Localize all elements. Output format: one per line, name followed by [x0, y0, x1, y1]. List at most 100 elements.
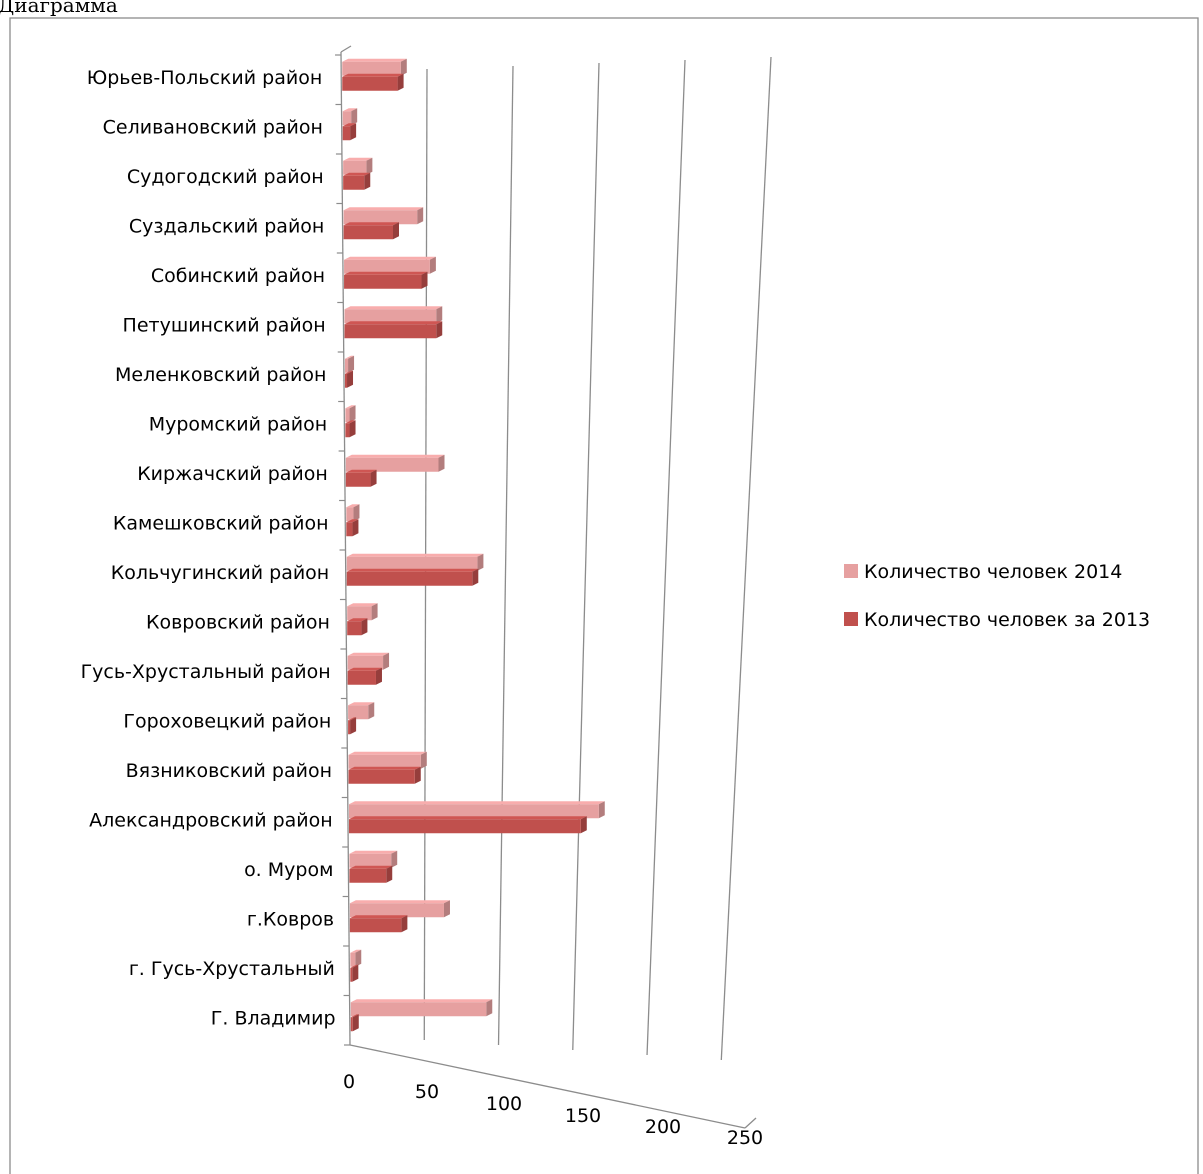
bar-top-1-12: [347, 667, 382, 671]
bar-top-1-4: [344, 271, 428, 275]
bar-top-1-16: [349, 865, 393, 869]
bar-end-1-7: [349, 420, 356, 438]
bar-2014-3: [343, 210, 418, 225]
bar-2014-9: [346, 507, 354, 522]
bar-top-1-6: [344, 370, 354, 374]
bar-top-0-13: [348, 702, 375, 706]
bar-end-1-3: [393, 222, 400, 240]
bar-top-0-12: [347, 652, 390, 656]
bar-end-1-8: [370, 469, 377, 487]
category-label: Селивановский район: [103, 116, 323, 138]
value-axis-line: [340, 51, 351, 1046]
bar-top-0-16: [349, 850, 398, 854]
category-label: Гусь-Хрустальный район: [81, 661, 331, 683]
bar-end-1-4: [421, 271, 428, 289]
bar-top-1-5: [344, 321, 443, 325]
bar-top-0-4: [344, 256, 436, 260]
bar-2013-6: [344, 373, 348, 388]
bar-2014-1: [342, 111, 352, 126]
bar-top-0-11: [347, 603, 378, 607]
tick-label-150: 150: [565, 1105, 601, 1127]
bar-top-0-10: [346, 553, 484, 557]
axis-depth-bottom: [744, 1117, 757, 1129]
category-label: г.Ковров: [247, 908, 334, 930]
bar-top-1-8: [345, 469, 377, 473]
bar-2014-4: [344, 259, 430, 274]
category-label: Гороховецкий район: [123, 710, 331, 732]
bar-end-1-6: [347, 370, 354, 388]
category-label: Юрьев-Польский район: [87, 67, 323, 89]
bar-top-0-8: [345, 454, 445, 458]
bar-end-0-1: [351, 108, 358, 126]
tick-label-250: 250: [727, 1127, 763, 1149]
bar-end-0-8: [438, 454, 445, 472]
bar-end-0-5: [436, 306, 443, 324]
bar-2013-17: [349, 918, 402, 933]
bar-2014-14: [348, 754, 421, 769]
bar-top-0-7: [345, 405, 356, 409]
bar-2013-16: [349, 868, 387, 883]
header-text: Диаграмма: [0, 0, 118, 17]
bar-2014-11: [347, 606, 372, 621]
bar-top-1-19: [350, 1014, 359, 1018]
bar-end-1-13: [350, 717, 357, 735]
category-label: Суздальский район: [129, 215, 325, 237]
tick-label-50: 50: [415, 1081, 439, 1103]
bar-top-0-19: [350, 999, 493, 1003]
category-label: Александровский район: [89, 809, 333, 831]
bars: [342, 58, 605, 1032]
bar-top-0-1: [342, 108, 358, 112]
category-label: Кольчугинский район: [111, 562, 329, 584]
bar-end-1-10: [472, 568, 479, 586]
bar-2014-16: [349, 853, 392, 868]
bar-top-1-17: [349, 915, 408, 919]
bar-top-0-2: [343, 157, 373, 161]
bar-2013-19: [350, 1017, 353, 1032]
bar-2013-8: [345, 472, 371, 487]
bar-end-0-6: [348, 355, 355, 373]
bar-end-0-2: [366, 157, 373, 175]
gridline-100: [497, 65, 514, 1046]
bar-end-1-17: [401, 915, 408, 933]
axes: [335, 45, 757, 1129]
legend-swatch-2013: [844, 612, 858, 626]
tick-labels: 0 50 100 150 200 250: [343, 1071, 763, 1149]
bar-top-1-14: [348, 766, 421, 770]
axis-depth-top: [340, 45, 352, 53]
tick-label-0: 0: [343, 1071, 355, 1093]
category-label: Судогодский район: [127, 166, 324, 188]
bar-2013-13: [348, 720, 351, 735]
category-label: Собинский район: [151, 265, 325, 287]
bar-2014-5: [344, 309, 437, 324]
bar-top-1-1: [342, 123, 357, 127]
bar-top-1-2: [343, 172, 371, 176]
bar-end-0-9: [353, 504, 360, 522]
bar-top-0-3: [343, 207, 424, 211]
bar-end-1-14: [414, 766, 421, 784]
category-label: Камешковский район: [113, 512, 329, 534]
bar-2014-8: [345, 457, 439, 472]
bar-2014-19: [350, 1002, 487, 1017]
legend-swatch-2014: [844, 564, 858, 578]
bar-2014-0: [342, 61, 401, 76]
bar-2013-9: [346, 522, 353, 537]
bar-2013-14: [348, 769, 415, 784]
bar-2013-12: [347, 670, 376, 685]
bar-2014-6: [344, 358, 349, 373]
bar-2013-18: [350, 967, 353, 982]
bar-2013-10: [346, 571, 473, 586]
bar-end-0-0: [400, 58, 407, 76]
bar-2014-18: [350, 952, 356, 967]
bar-end-0-4: [429, 256, 436, 274]
bar-top-0-14: [348, 751, 427, 755]
bar-end-0-11: [371, 603, 378, 621]
category-label: Меленковский район: [115, 364, 326, 386]
bar-end-1-9: [352, 519, 359, 537]
bar-end-1-0: [397, 73, 404, 91]
bar-top-0-9: [346, 504, 360, 508]
bar-top-0-15: [348, 801, 605, 805]
bar-top-1-13: [348, 717, 357, 721]
bar-end-0-15: [598, 801, 605, 819]
